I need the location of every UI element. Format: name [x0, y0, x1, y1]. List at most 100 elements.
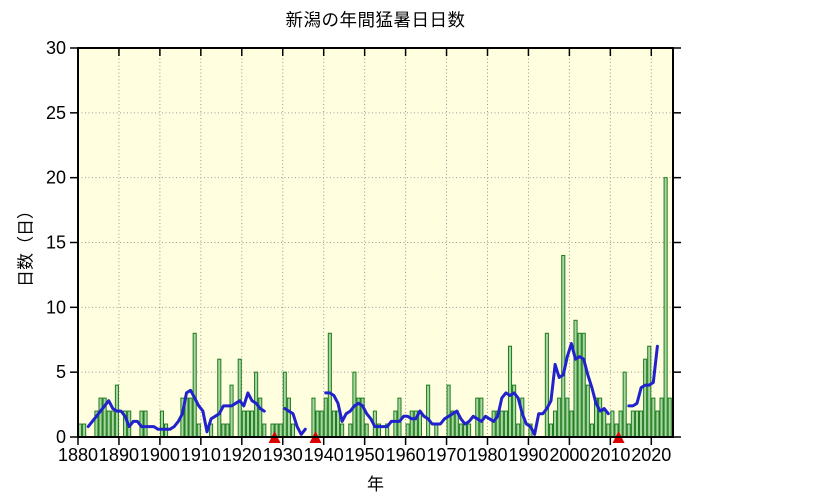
bar-1996 — [553, 410, 558, 438]
bar-1885 — [98, 397, 103, 438]
bar-1975 — [467, 423, 472, 438]
bar-1930 — [282, 371, 287, 438]
bar-1981 — [491, 410, 496, 438]
bar-1998 — [561, 254, 566, 438]
bar-1909 — [196, 423, 201, 438]
bar-1967 — [434, 423, 439, 438]
y-tick-label: 10 — [46, 297, 66, 317]
x-axis-label: 年 — [367, 475, 384, 494]
bar-1881 — [82, 423, 87, 438]
x-tick-label: 1880 — [58, 445, 98, 465]
bar-1929 — [278, 423, 283, 438]
bar-1940 — [323, 397, 328, 438]
bar-1985 — [507, 345, 513, 438]
x-tick-label: 2010 — [590, 445, 630, 465]
bar-1957 — [393, 410, 398, 438]
bar-1924 — [258, 397, 263, 438]
bar-1984 — [503, 410, 508, 438]
bar-2019 — [647, 345, 652, 438]
bar-1916 — [225, 423, 230, 438]
bar-1965 — [426, 384, 431, 438]
bar-1994 — [544, 332, 549, 438]
bar-2004 — [585, 384, 590, 438]
bar-2013 — [622, 371, 627, 438]
bar-1937 — [311, 397, 316, 438]
bar-2002 — [577, 332, 582, 438]
bar-1987 — [516, 423, 521, 438]
x-tick-label: 2000 — [549, 445, 589, 465]
bar-2023 — [663, 177, 668, 438]
bar-2024 — [667, 397, 672, 438]
y-axis-label: 日数（日） — [16, 202, 36, 287]
bar-1946 — [348, 423, 353, 438]
bar-2001 — [573, 319, 578, 438]
bar-2009 — [606, 423, 611, 438]
x-tick-label: 1940 — [304, 445, 344, 465]
bar-1958 — [397, 397, 402, 438]
bar-1900 — [159, 410, 164, 438]
x-tick-label: 1970 — [427, 445, 467, 465]
bar-1915 — [221, 423, 226, 438]
bar-1978 — [479, 397, 484, 438]
bar-1914 — [217, 358, 222, 438]
bar-1922 — [249, 410, 255, 438]
bar-1961 — [409, 410, 414, 438]
bar-1950 — [364, 423, 369, 438]
bar-1960 — [405, 423, 410, 438]
bar-2005 — [589, 423, 594, 438]
x-tick-label: 1900 — [140, 445, 180, 465]
x-tick-label: 1990 — [508, 445, 548, 465]
bar-2000 — [569, 410, 574, 438]
bar-1896 — [143, 410, 148, 438]
x-tick-label: 1910 — [181, 445, 221, 465]
bar-1942 — [331, 410, 336, 438]
y-tick-label: 5 — [56, 362, 66, 382]
bar-1944 — [340, 423, 345, 438]
x-tick-label: 1980 — [467, 445, 507, 465]
bar-2018 — [643, 358, 648, 438]
y-tick-label: 15 — [46, 233, 66, 253]
bar-1995 — [548, 423, 554, 438]
bar-1925 — [262, 423, 267, 438]
y-tick-label: 25 — [46, 103, 66, 123]
y-tick-label: 0 — [56, 427, 66, 447]
bar-1907 — [188, 397, 193, 438]
x-tick-label: 1950 — [345, 445, 385, 465]
x-tick-label: 1890 — [99, 445, 139, 465]
bar-2016 — [634, 410, 640, 438]
moving-average-line — [627, 344, 659, 408]
bar-1888 — [110, 410, 115, 438]
chart-title: 新潟の年間猛暑日日数 — [285, 10, 466, 30]
bar-1974 — [462, 423, 468, 438]
moving-average-line — [283, 407, 307, 436]
bar-1908 — [192, 332, 197, 438]
bar-1970 — [446, 384, 451, 438]
bar-2008 — [602, 410, 607, 438]
moving-average-line — [86, 388, 266, 434]
y-tick-label: 20 — [46, 168, 66, 188]
bar-2022 — [659, 397, 664, 438]
bar-1997 — [557, 397, 562, 438]
bar-2015 — [630, 410, 635, 438]
bar-1917 — [229, 384, 234, 438]
bar-2010 — [610, 410, 615, 438]
bar-1887 — [106, 410, 111, 438]
x-tick-label: 1930 — [263, 445, 303, 465]
x-tick-label: 1960 — [386, 445, 426, 465]
bar-2017 — [639, 410, 644, 438]
bar-2021 — [655, 410, 660, 438]
x-tick-label: 1920 — [222, 445, 262, 465]
bar-1921 — [245, 410, 250, 438]
bar-1939 — [319, 410, 324, 438]
y-tick-label: 30 — [46, 38, 66, 58]
bar-2020 — [651, 397, 656, 438]
bar-1973 — [458, 423, 463, 438]
bar-1920 — [241, 410, 246, 438]
bar-1983 — [499, 410, 504, 438]
bar-2007 — [598, 397, 603, 438]
bar-2014 — [626, 423, 631, 438]
moving-average-line — [324, 342, 610, 436]
bar-1941 — [327, 332, 332, 438]
